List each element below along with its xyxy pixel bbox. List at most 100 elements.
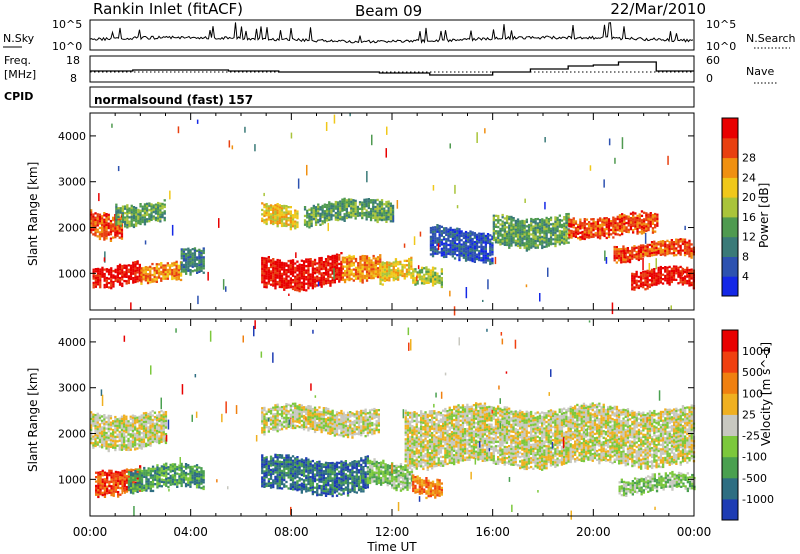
data-cell: [394, 262, 398, 265]
data-cell: [401, 272, 404, 275]
noise-cell: [263, 192, 265, 197]
data-cell: [607, 229, 611, 232]
data-cell: [599, 219, 602, 222]
data-cell: [445, 253, 448, 256]
data-cell: [341, 256, 344, 259]
data-cell: [681, 249, 684, 252]
data-cell: [327, 259, 330, 262]
data-cell: [272, 282, 275, 285]
data-cell: [97, 480, 100, 483]
data-cell: [431, 277, 435, 280]
data-cell: [278, 281, 281, 284]
data-cell: [387, 211, 390, 214]
data-cell: [309, 425, 312, 428]
data-cell: [107, 423, 110, 426]
data-cell: [92, 233, 95, 236]
data-cell: [96, 417, 99, 420]
data-cell: [98, 414, 102, 417]
data-cell: [467, 245, 470, 248]
data-cell: [379, 258, 382, 261]
data-cell: [180, 248, 183, 251]
data-cell: [92, 415, 95, 418]
data-cell: [178, 479, 181, 483]
data-cell: [416, 280, 419, 283]
data-cell: [365, 266, 369, 269]
data-cell: [118, 433, 121, 436]
data-cell: [418, 278, 421, 281]
data-cell: [278, 221, 281, 225]
data-cell: [451, 239, 454, 243]
data-cell: [372, 207, 375, 211]
data-cell: [625, 215, 628, 218]
data-cell: [525, 238, 528, 241]
data-cell: [112, 481, 115, 484]
data-cell: [187, 258, 190, 261]
data-cell: [98, 226, 102, 230]
data-cell: [462, 232, 465, 235]
data-cell: [127, 429, 130, 432]
data-cell: [289, 228, 292, 231]
data-cell: [668, 281, 671, 284]
data-cell: [516, 227, 520, 230]
data-cell: [138, 437, 141, 440]
data-cell: [592, 220, 595, 223]
data-cell: [180, 462, 183, 466]
data-cell: [381, 268, 384, 271]
data-cell: [261, 219, 264, 223]
data-cell: [688, 248, 691, 251]
data-cell: [313, 285, 317, 288]
data-cell: [639, 282, 643, 286]
data-cell: [690, 281, 693, 284]
data-cell: [157, 206, 160, 209]
data-cell: [305, 406, 308, 409]
data-cell: [274, 262, 277, 266]
data-cell: [436, 224, 439, 227]
data-cell: [99, 277, 102, 280]
data-cell: [478, 234, 481, 237]
data-cell: [134, 489, 137, 493]
data-cell: [147, 467, 150, 470]
data-cell: [637, 250, 640, 253]
data-cell: [103, 436, 106, 439]
data-cell: [683, 282, 687, 285]
data-cell: [510, 233, 513, 236]
data-cell: [302, 425, 306, 429]
data-cell: [156, 479, 159, 482]
data-cell: [656, 222, 659, 225]
data-cell: [309, 420, 312, 424]
data-cell: [298, 285, 301, 288]
data-cell: [149, 442, 152, 445]
data-cell: [318, 410, 321, 413]
data-cell: [361, 268, 364, 271]
data-cell: [189, 269, 192, 272]
data-cell: [143, 216, 147, 219]
data-cell: [585, 231, 589, 234]
data-cell: [560, 223, 564, 227]
data-cell: [538, 232, 542, 235]
data-cell: [316, 417, 319, 420]
data-cell: [322, 283, 325, 286]
data-cell: [615, 248, 618, 251]
data-cell: [661, 253, 665, 256]
data-cell: [505, 230, 509, 233]
data-cell: [303, 208, 307, 211]
data-cell: [263, 428, 266, 432]
data-cell: [478, 254, 481, 257]
data-cell: [101, 215, 104, 218]
data-cell: [137, 211, 140, 214]
data-cell: [94, 227, 97, 230]
data-cell: [145, 418, 148, 421]
data-cell: [637, 252, 640, 255]
data-cell: [592, 235, 595, 238]
data-cell: [434, 271, 437, 274]
data-cell: [151, 418, 154, 422]
data-cell: [635, 275, 638, 278]
data-cell: [149, 483, 152, 486]
data-cell: [556, 241, 559, 244]
data-cell: [110, 280, 113, 283]
data-cell: [532, 240, 535, 244]
data-cell: [379, 273, 382, 277]
data-cell: [647, 213, 650, 216]
data-cell: [655, 253, 658, 256]
data-cell: [280, 222, 284, 225]
